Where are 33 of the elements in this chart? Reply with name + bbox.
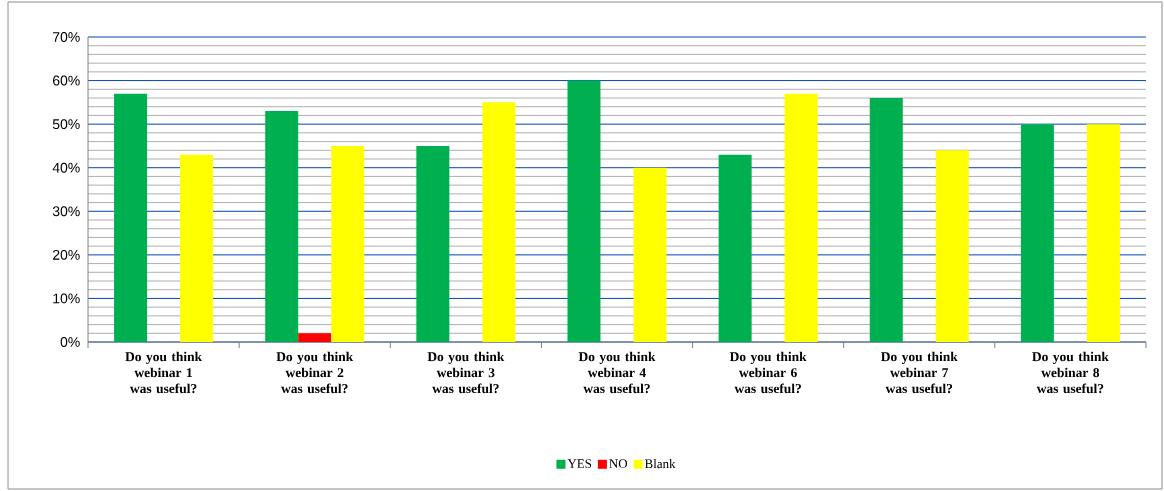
x-tick-label: Do you think webinar 3 was useful? xyxy=(427,351,505,394)
y-tick-label: 0% xyxy=(60,337,80,347)
bar xyxy=(416,145,450,342)
legend-label: NO xyxy=(609,459,628,468)
y-tick-label: 70% xyxy=(53,32,80,42)
x-tick-label: Do you think webinar 6 was useful? xyxy=(729,351,807,394)
bar xyxy=(298,333,332,342)
bar xyxy=(869,98,903,342)
legend-label: YES xyxy=(567,459,592,468)
bar xyxy=(718,154,752,342)
bar xyxy=(1086,124,1120,342)
y-tick-label: 30% xyxy=(52,206,80,217)
legend-label: Blank xyxy=(644,459,676,469)
y-tick-label: 40% xyxy=(52,162,80,173)
x-tick-label: Do you think webinar 7 was useful? xyxy=(881,351,958,394)
x-tick-label: Do you think webinar 8 was useful? xyxy=(1032,351,1109,394)
y-tick-label: 20% xyxy=(53,249,80,260)
y-tick-label: 10% xyxy=(53,293,80,304)
bar xyxy=(567,80,601,342)
y-tick-label: 60% xyxy=(53,75,80,86)
bar xyxy=(633,167,667,342)
bar xyxy=(784,93,818,342)
y-tick-label: 50% xyxy=(52,119,80,130)
x-tick-label: Do you think webinar 4 was useful? xyxy=(578,351,656,394)
bar xyxy=(331,145,365,342)
bar xyxy=(935,150,969,342)
bar xyxy=(1020,124,1054,342)
bar xyxy=(180,154,214,342)
bar xyxy=(114,93,148,342)
bar xyxy=(265,111,299,342)
x-tick-label: Do you think webinar 2 was useful? xyxy=(276,351,354,394)
x-tick-label: Do you think webinar 1 was useful? xyxy=(125,351,203,394)
bar xyxy=(482,102,516,342)
